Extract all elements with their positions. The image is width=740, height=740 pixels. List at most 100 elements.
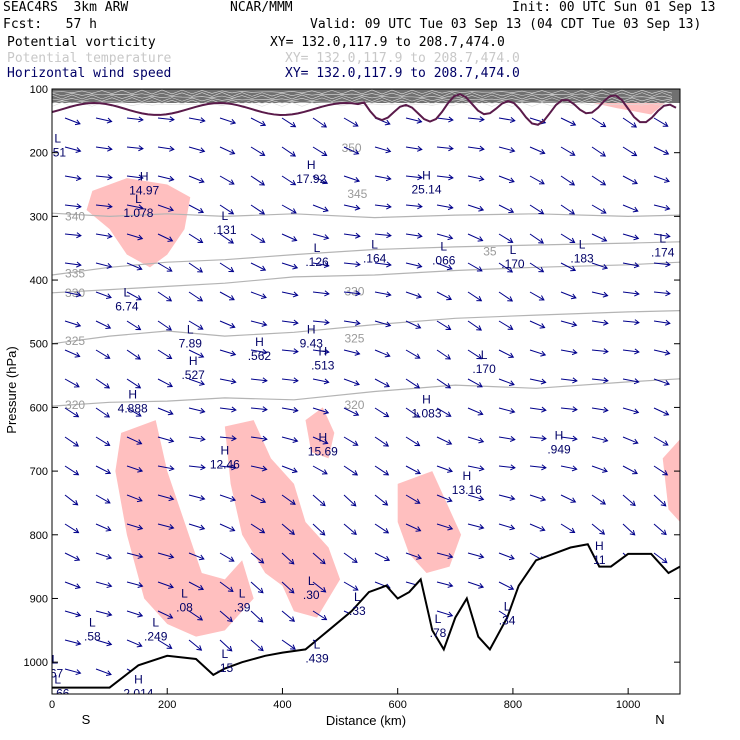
pv-extremum-16: H9.43 xyxy=(300,322,324,350)
wind-vector-18 xyxy=(64,639,82,646)
pv-extremum-19: H4.888 xyxy=(118,387,148,415)
wind-vector-15 xyxy=(64,552,81,561)
wind-vector-355 xyxy=(653,523,667,536)
wind-vector-211 xyxy=(405,174,423,181)
pv-extremum-type: H xyxy=(462,469,471,483)
wind-vector-282 xyxy=(529,204,545,215)
wind-vector-217 xyxy=(405,349,421,359)
pv-extremum-value: .30 xyxy=(303,588,320,602)
wind-vector-339 xyxy=(622,523,636,536)
pv-extremum-type: L xyxy=(239,587,246,601)
wind-vector-350 xyxy=(653,378,671,386)
wind-vector-8 xyxy=(64,349,81,358)
wind-vector-223 xyxy=(405,523,422,532)
wind-vector-108 xyxy=(219,406,237,413)
wind-vector-150 xyxy=(281,523,295,535)
wind-vector-132 xyxy=(250,552,265,564)
wind-vector-82 xyxy=(188,204,205,214)
stratosphere-pattern xyxy=(52,89,680,126)
wind-vector-310 xyxy=(591,117,607,128)
wind-vector-137 xyxy=(281,146,297,157)
wind-vector-291 xyxy=(529,464,547,471)
wind-vector-349 xyxy=(653,349,671,356)
y-tick-label-300: 300 xyxy=(30,211,48,223)
wind-vector-353 xyxy=(653,465,669,476)
wind-vector-292 xyxy=(529,494,547,502)
wind-vector-40 xyxy=(126,116,144,123)
pv-extremum-type: L xyxy=(435,612,442,626)
pv-extremum-26: L.08 xyxy=(176,587,193,615)
wind-vector-245 xyxy=(467,145,485,152)
pv-extremum-type: L xyxy=(308,574,315,588)
field-wind-name: Horizontal wind speed xyxy=(7,66,172,81)
wind-vector-28 xyxy=(95,349,111,359)
pv-extremum-38: L5.66 xyxy=(52,673,70,694)
wind-vector-224 xyxy=(405,552,423,560)
wind-vector-50 xyxy=(126,407,142,417)
wind-vector-153 xyxy=(281,610,296,622)
wind-vector-221 xyxy=(405,465,421,475)
pv-shade-0 xyxy=(115,420,254,637)
theta-label-335: 335 xyxy=(65,267,85,281)
wind-vector-60 xyxy=(157,116,175,123)
wind-vector-249 xyxy=(467,262,483,272)
wind-vector-1 xyxy=(64,146,82,153)
wind-vector-315 xyxy=(591,262,609,270)
wind-vector-264 xyxy=(498,204,515,214)
y-tick-label-900: 900 xyxy=(30,593,48,605)
pv-extremum-type: H xyxy=(318,431,327,445)
wind-vector-89 xyxy=(188,407,206,414)
pv-extremum-type: L xyxy=(52,652,59,666)
wind-vector-88 xyxy=(188,378,205,386)
x-tick-label-200: 200 xyxy=(158,699,176,711)
pv-extremum-value: .131 xyxy=(213,223,237,237)
wind-vector-252 xyxy=(467,349,483,360)
wind-vector-120 xyxy=(250,204,266,215)
wind-vector-54 xyxy=(126,523,144,531)
wind-vector-322 xyxy=(591,465,608,473)
wind-vector-259 xyxy=(467,552,485,560)
pv-extremum-22: H15.69 xyxy=(308,431,338,459)
x-tick-label-0: 0 xyxy=(49,699,55,711)
pv-extremum-type: L xyxy=(222,647,229,661)
pv-extremum-type: L xyxy=(54,673,61,687)
pv-extremum-25: H11 xyxy=(593,539,606,567)
pv-extremum-value: .08 xyxy=(176,601,193,615)
wind-vector-34 xyxy=(95,523,112,532)
wind-vector-24 xyxy=(95,232,113,239)
wind-vector-237 xyxy=(436,436,453,445)
wind-vector-314 xyxy=(591,233,608,242)
wind-vector-187 xyxy=(343,494,357,507)
pv-extremum-value: 17.92 xyxy=(296,172,326,186)
wind-vector-235 xyxy=(436,378,452,389)
fcst-label: Fcst: 57 h xyxy=(3,17,97,32)
wind-vector-102 xyxy=(219,233,235,244)
wind-vector-41 xyxy=(126,145,144,152)
wind-vector-258 xyxy=(467,523,485,530)
wind-vector-276 xyxy=(498,552,515,561)
theta-contour-330 xyxy=(52,261,680,294)
wind-vector-10 xyxy=(64,407,80,418)
wind-vector-312 xyxy=(591,175,607,186)
pv-extremum-type: L xyxy=(659,231,666,245)
wind-vector-96 xyxy=(188,610,204,621)
wind-vector-238 xyxy=(436,465,453,473)
pv-extremum-1: H14.97 xyxy=(129,170,159,198)
pv-extremum-type: L xyxy=(354,590,361,604)
theta-contour-340 xyxy=(52,212,680,219)
wind-vector-113 xyxy=(219,552,235,562)
pv-extremum-type: L xyxy=(181,587,188,601)
wind-vector-321 xyxy=(591,436,609,443)
x-tick-label-1000: 1000 xyxy=(616,699,640,711)
wind-vector-26 xyxy=(95,291,112,299)
pv-extremum-type: H xyxy=(422,168,431,182)
wind-vector-288 xyxy=(529,378,547,385)
wind-vector-335 xyxy=(622,407,640,415)
wind-vector-164 xyxy=(312,378,330,385)
x-axis-label: Distance (km) xyxy=(326,713,406,728)
wind-vector-303 xyxy=(560,349,578,356)
pv-extremum-0: L.51 xyxy=(52,131,66,159)
endpoint-left-label: S xyxy=(82,712,91,727)
wind-vector-78 xyxy=(157,639,173,649)
